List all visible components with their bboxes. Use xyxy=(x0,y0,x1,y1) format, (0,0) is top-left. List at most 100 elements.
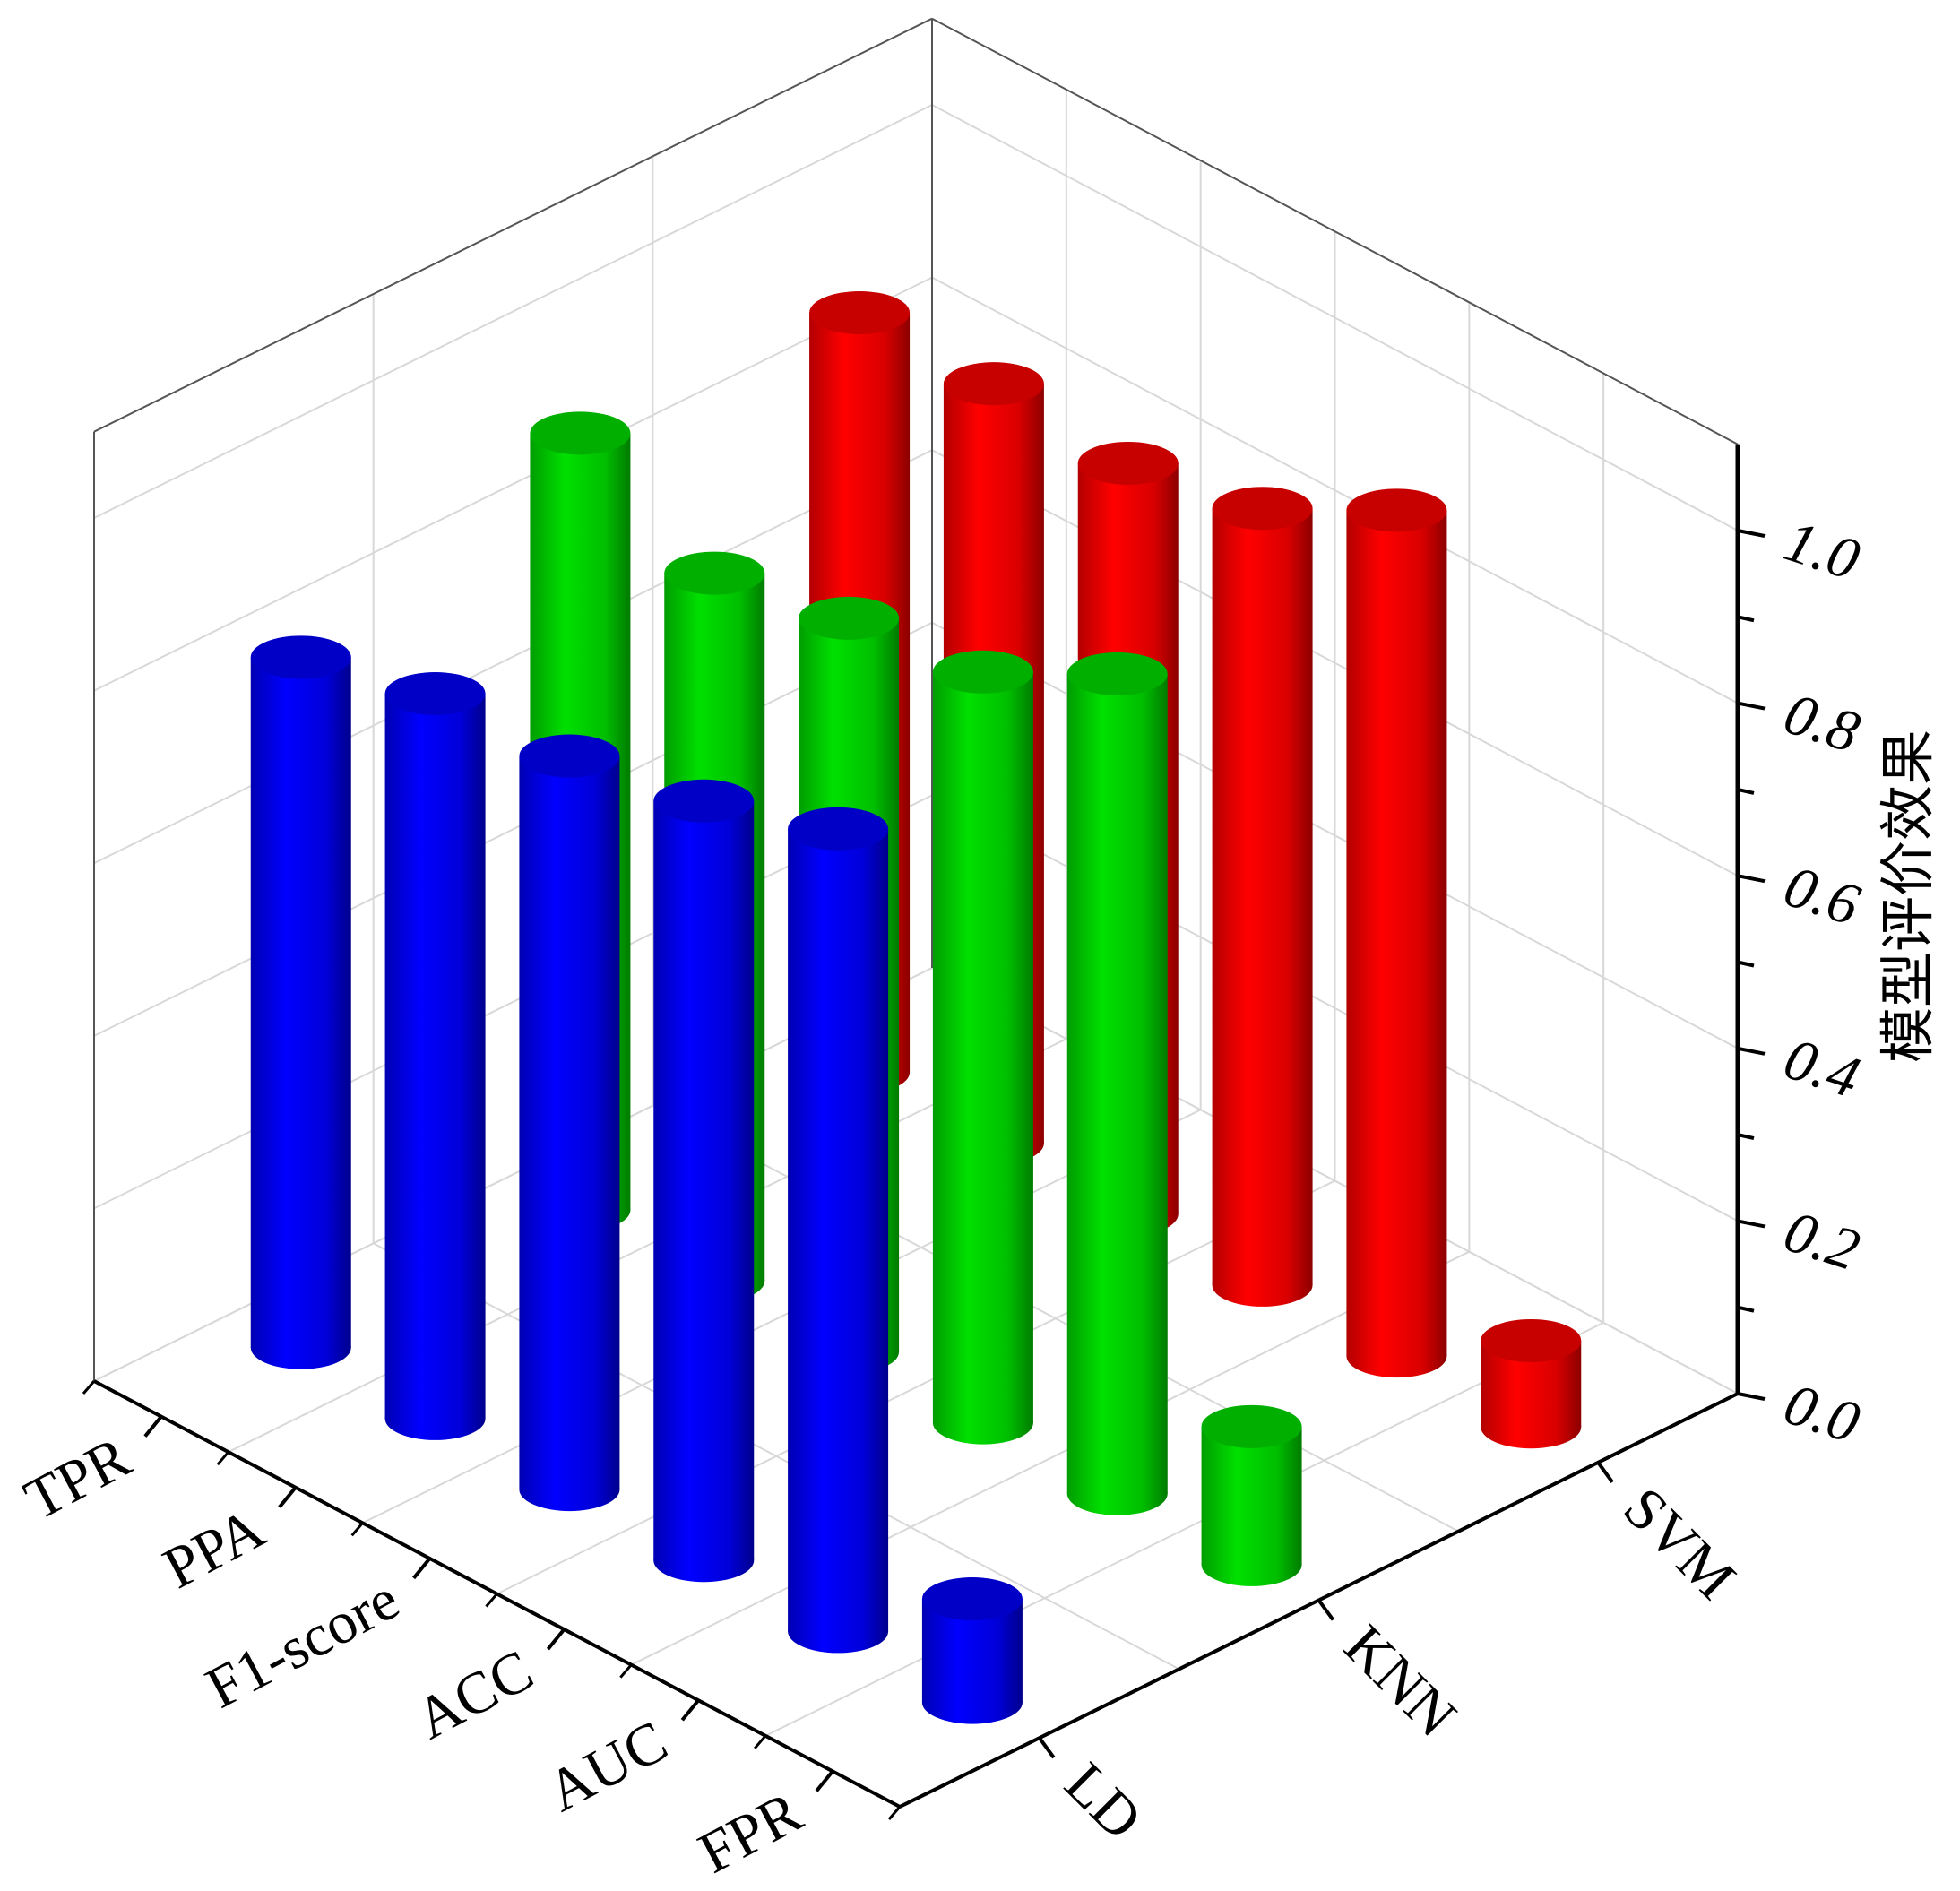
bar-top xyxy=(788,807,889,851)
z-tick xyxy=(1737,1305,1755,1313)
bar-top xyxy=(1077,441,1179,485)
metric-tick xyxy=(278,1486,298,1509)
grid-line xyxy=(93,621,933,1037)
metric-tick-label: FPR xyxy=(688,1779,812,1887)
metric-minor-tick xyxy=(350,1522,364,1537)
metric-tick-label: AUC xyxy=(537,1708,678,1825)
axes xyxy=(82,17,1766,1820)
bar-body xyxy=(653,800,755,1561)
z-tick xyxy=(1737,701,1766,711)
metric-minor-tick xyxy=(619,1663,633,1679)
bars xyxy=(250,290,1582,1724)
bar-top xyxy=(653,779,755,823)
grid-line xyxy=(630,1250,1470,1666)
bar-LD-AUC xyxy=(788,807,889,1654)
z-tick-label: 0.6 xyxy=(1776,853,1867,938)
z-tick xyxy=(1737,1392,1766,1401)
metric-tick-label: ACC xyxy=(405,1637,543,1752)
z-tick xyxy=(1737,960,1755,968)
bar-top xyxy=(250,635,351,679)
grid-line xyxy=(373,1242,1180,1671)
grid-line xyxy=(931,967,1739,1395)
bar-LD-TPR xyxy=(250,635,351,1369)
grid-line xyxy=(362,1109,1202,1524)
z-axis-title: 模型评价效果 xyxy=(1878,730,1939,1063)
metric-minor-tick xyxy=(485,1593,498,1608)
metric-minor-tick xyxy=(216,1451,229,1466)
bar-body xyxy=(1201,1426,1302,1565)
bar-top xyxy=(664,551,765,595)
model-tick-label: SVM xyxy=(1611,1475,1748,1612)
bar-SVM-AUC xyxy=(1346,488,1447,1378)
bar-LD-PPA xyxy=(384,671,486,1440)
model-tick xyxy=(1317,1599,1335,1621)
z-tick-label: 0.4 xyxy=(1776,1026,1867,1111)
z-tick xyxy=(1737,1133,1755,1141)
bar-body xyxy=(1212,508,1313,1285)
model-tick-label: KNN xyxy=(1332,1612,1469,1749)
bar-top xyxy=(384,671,486,715)
metric-minor-tick xyxy=(82,1380,96,1395)
bar-top xyxy=(943,362,1044,406)
bar-top xyxy=(1066,652,1168,695)
metric-tick-label: PPA xyxy=(153,1495,275,1602)
metric-tick-label: TPR xyxy=(14,1424,141,1533)
metric-tick xyxy=(143,1415,163,1438)
z-tick xyxy=(1737,787,1755,795)
bar-top xyxy=(921,1577,1023,1621)
bar-SVM-FPR xyxy=(1481,1318,1582,1449)
grid-line xyxy=(93,276,933,692)
bar-body xyxy=(250,657,351,1348)
bar-top xyxy=(809,290,911,334)
z-tick-label: 0.2 xyxy=(1776,1198,1867,1283)
bar-body xyxy=(519,756,620,1490)
bar-top xyxy=(1212,487,1313,531)
metric-tick-label: F1-score xyxy=(195,1567,409,1722)
model-tick-label: LD xyxy=(1052,1750,1154,1852)
z-tick xyxy=(1737,1046,1766,1056)
metric-tick xyxy=(815,1770,834,1792)
grid-line xyxy=(764,1321,1604,1737)
z-tick-label: 1.0 xyxy=(1776,508,1867,593)
box-edge xyxy=(93,17,933,433)
metric-tick xyxy=(680,1698,700,1722)
model-tick xyxy=(1596,1461,1614,1484)
bar-top xyxy=(1346,488,1447,532)
grid-line xyxy=(228,1038,1067,1454)
bar-body xyxy=(1346,510,1447,1357)
grid-line xyxy=(652,1104,1459,1533)
bar-body xyxy=(384,693,486,1419)
bar-body xyxy=(932,671,1033,1423)
grid-line xyxy=(496,1179,1335,1595)
bar-SVM-ACC xyxy=(1212,487,1313,1307)
bar-top xyxy=(519,734,620,778)
z-tick-label: 0.8 xyxy=(1776,680,1867,765)
bar-KNN-AUC xyxy=(1066,652,1168,1515)
bar-body xyxy=(1066,673,1168,1494)
metric-tick xyxy=(546,1628,566,1651)
bar-LD-FPR xyxy=(921,1577,1023,1724)
metric-tick xyxy=(412,1557,432,1580)
bar-top xyxy=(799,596,900,640)
bar-top xyxy=(1481,1318,1582,1362)
bar-KNN-FPR xyxy=(1201,1404,1302,1586)
bar-top xyxy=(1201,1404,1302,1448)
grid-line xyxy=(93,104,933,519)
box-edge xyxy=(931,17,1739,445)
grid-line xyxy=(93,449,933,865)
z-tick xyxy=(1737,529,1766,538)
bar-top xyxy=(932,650,1033,694)
bar-LD-ACC xyxy=(653,779,755,1583)
z-tick xyxy=(1737,874,1766,884)
bar-body xyxy=(788,828,889,1632)
bar-top xyxy=(530,411,631,455)
metric-minor-tick xyxy=(754,1734,767,1749)
z-tick-label: 0.0 xyxy=(1776,1371,1867,1456)
z-tick xyxy=(1737,1219,1766,1229)
bar-KNN-ACC xyxy=(932,650,1033,1445)
metric-minor-tick xyxy=(887,1806,902,1820)
z-tick xyxy=(1737,615,1755,623)
model-tick xyxy=(1038,1736,1056,1759)
bar-LD-F1-score xyxy=(519,734,620,1512)
